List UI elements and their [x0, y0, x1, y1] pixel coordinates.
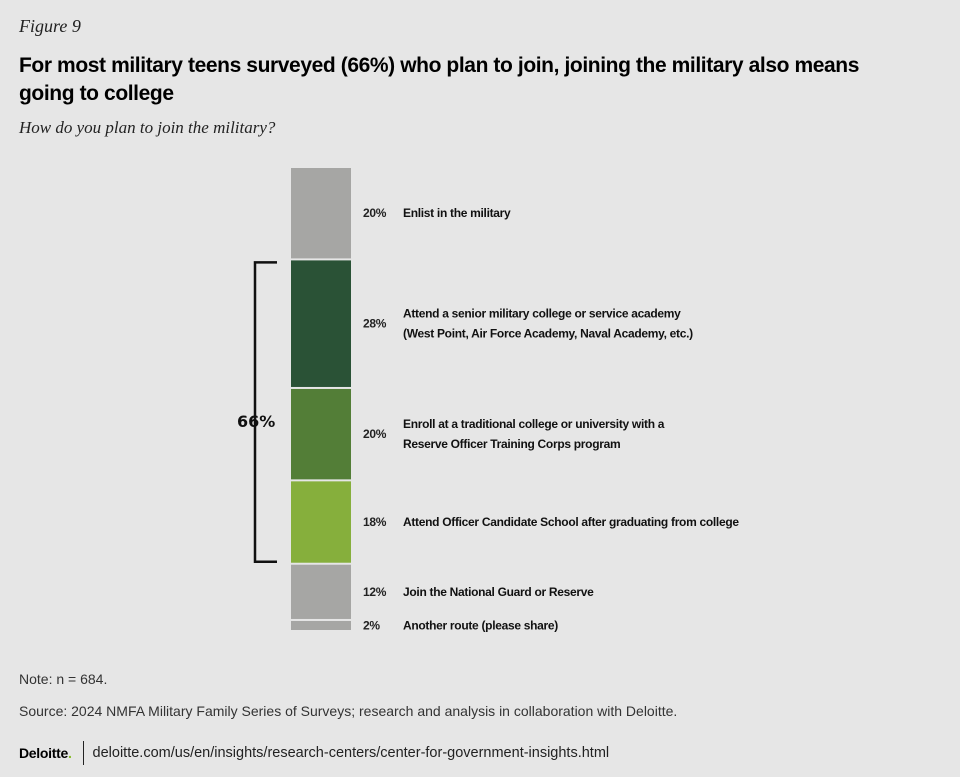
footer-divider	[82, 741, 84, 765]
value-label: 20%	[363, 206, 387, 220]
bar-segment	[291, 481, 351, 563]
logo-dot: .	[67, 745, 72, 761]
bracket-label: 66%	[237, 412, 275, 431]
stacked-bar-chart: 20% Enlist in the military 28% Attend a sen…	[237, 168, 740, 632]
value-label: 18%	[363, 515, 387, 529]
source-text: Source: 2024 NMFA Military Family Series…	[19, 703, 678, 719]
footer: Deloitte. deloitte.com/us/en/insights/re…	[19, 740, 609, 766]
value-label: 28%	[363, 317, 387, 331]
note-text: Note: n = 684.	[19, 671, 108, 687]
category-label: Enlist in the military	[403, 206, 511, 220]
category-label: Reserve Officer Training Corps program	[403, 437, 620, 451]
chart-subtitle: How do you plan to join the military?	[19, 118, 276, 137]
category-label: (West Point, Air Force Academy, Naval Ac…	[403, 327, 693, 341]
value-label: 2%	[363, 618, 380, 632]
footer-url: deloitte.com/us/en/insights/research-cen…	[92, 745, 610, 761]
bar-segment	[291, 260, 351, 387]
value-label: 12%	[363, 585, 387, 599]
group-bracket	[253, 261, 277, 563]
category-label: Attend a senior military college or serv…	[403, 307, 681, 321]
category-label: Attend Officer Candidate School after gr…	[403, 515, 739, 529]
logo-text: Deloitte	[19, 745, 68, 761]
category-label: Join the National Guard or Reserve	[403, 585, 594, 599]
category-label: Another route (please share)	[403, 618, 558, 632]
bar-segment	[291, 564, 351, 619]
figure-label: Figure 9	[19, 16, 81, 36]
deloitte-logo: Deloitte.	[19, 745, 72, 761]
bar-segment	[291, 168, 351, 259]
bar-segment	[291, 620, 351, 630]
value-label: 20%	[363, 427, 387, 441]
category-label: Enroll at a traditional college or unive…	[403, 417, 665, 431]
bar-segment	[291, 388, 351, 480]
chart-title: For most military teens surveyed (66%) w…	[19, 54, 859, 105]
